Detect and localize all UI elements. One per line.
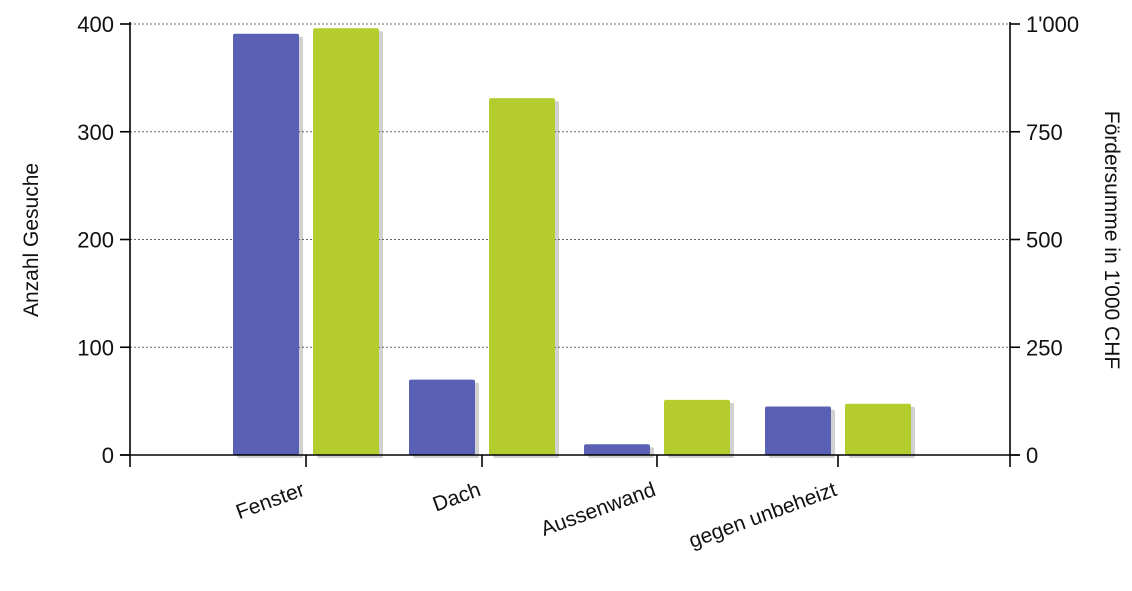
axes [120, 22, 1020, 467]
x-tick-label: Fenster [233, 478, 308, 524]
bar-left-series [765, 406, 831, 455]
y-axis-title-left: Anzahl Gesuche [20, 163, 43, 317]
y-tick-label-right: 500 [1026, 228, 1063, 253]
bar-left-series [233, 33, 299, 455]
bars [233, 28, 915, 459]
y-tick-label-right: 1'000 [1026, 12, 1079, 37]
labels: 0 0 100 250 200 500 300 750 400 1'000 Fenster Dach A… [77, 12, 1079, 553]
y-axis-title-right: Fördersumme in 1'000 CHF [1100, 111, 1123, 369]
y-tick-label-left: 0 [102, 443, 114, 468]
y-tick-label-left: 200 [77, 228, 114, 253]
y-tick-label-right: 750 [1026, 120, 1063, 145]
bar-right-series [313, 28, 379, 456]
y-tick-label-left: 400 [77, 12, 114, 37]
y-tick-label-left: 300 [77, 120, 114, 145]
y-tick-label-right: 0 [1026, 443, 1038, 468]
bar-right-series [489, 98, 555, 455]
bar-left-series [409, 379, 475, 455]
y-tick-label-right: 250 [1026, 335, 1063, 360]
x-tick-label: gegen unbeheizt [686, 478, 840, 553]
bar-right-series [664, 399, 730, 455]
x-tick-label: Aussenwand [538, 478, 659, 541]
x-tick-label: Dach [430, 478, 484, 516]
y-tick-label-left: 100 [77, 335, 114, 360]
bar-right-series [845, 403, 911, 455]
gridlines [130, 23, 1010, 348]
bar-left-series [584, 444, 650, 455]
